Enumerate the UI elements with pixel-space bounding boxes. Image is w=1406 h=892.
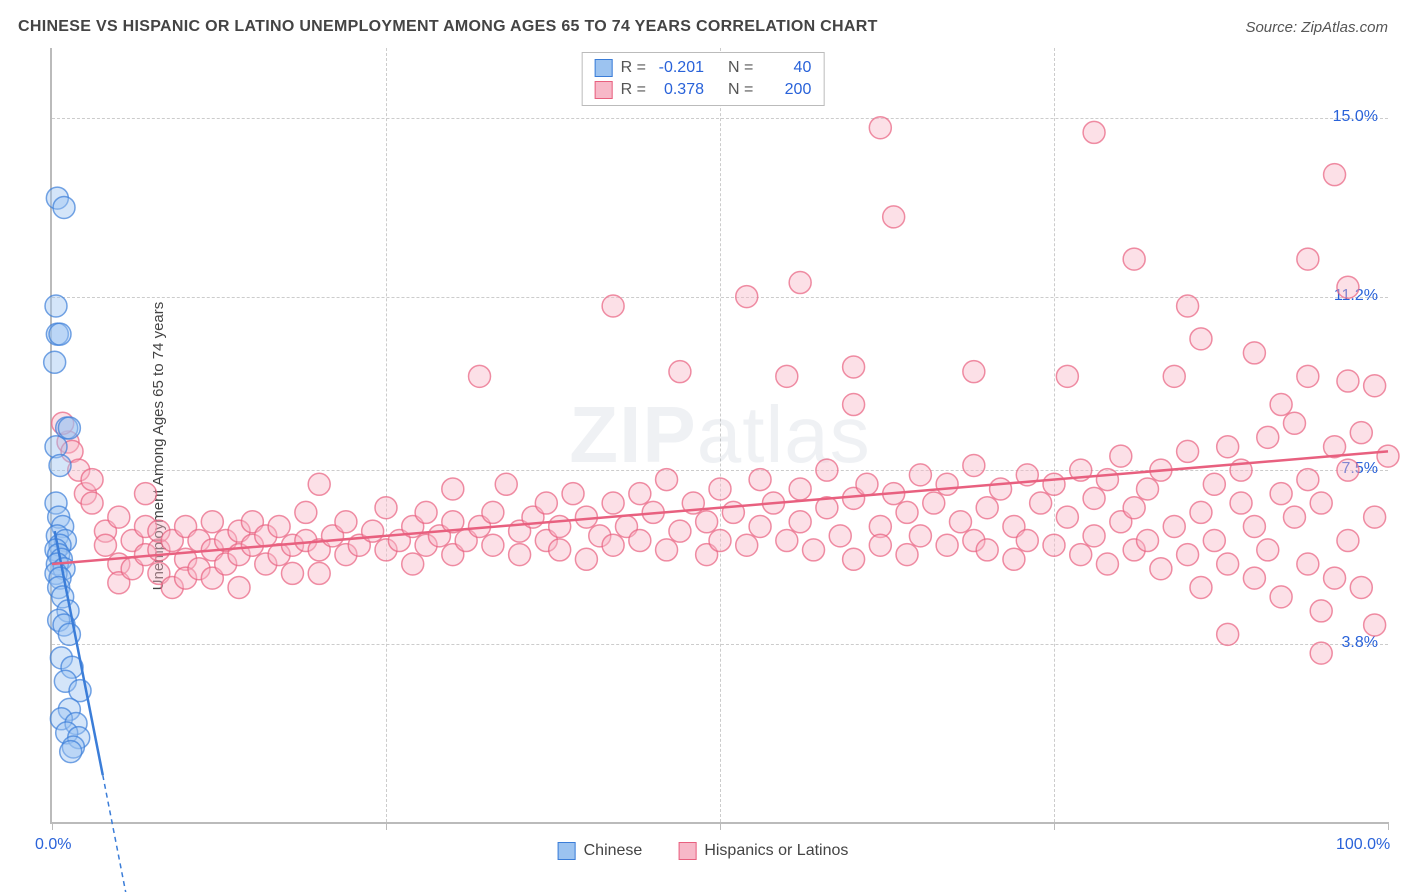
swatch-hispanic [595, 81, 613, 99]
series-legend: Chinese Hispanics or Latinos [558, 842, 849, 860]
n-value-chinese: 40 [761, 59, 811, 77]
chart-header: CHINESE VS HISPANIC OR LATINO UNEMPLOYME… [18, 18, 1388, 36]
n-value-hispanic: 200 [761, 81, 811, 99]
x-tick-label: 0.0% [35, 836, 71, 854]
x-tick-label: 100.0% [1336, 836, 1390, 854]
stats-legend: R = -0.201 N = 40 R = 0.378 N = 200 [582, 52, 825, 106]
scatter-svg [52, 48, 1388, 822]
stats-row-hispanic: R = 0.378 N = 200 [595, 79, 812, 101]
chart-plot-area: ZIPatlas [50, 48, 1388, 824]
swatch-chinese [595, 59, 613, 77]
r-value-chinese: -0.201 [654, 59, 704, 77]
legend-item-hispanic: Hispanics or Latinos [678, 842, 848, 860]
r-value-hispanic: 0.378 [654, 81, 704, 99]
legend-item-chinese: Chinese [558, 842, 643, 860]
chart-title: CHINESE VS HISPANIC OR LATINO UNEMPLOYME… [18, 18, 878, 36]
legend-swatch-hispanic [678, 842, 696, 860]
legend-swatch-chinese [558, 842, 576, 860]
source-label: Source: ZipAtlas.com [1245, 19, 1388, 36]
stats-row-chinese: R = -0.201 N = 40 [595, 57, 812, 79]
